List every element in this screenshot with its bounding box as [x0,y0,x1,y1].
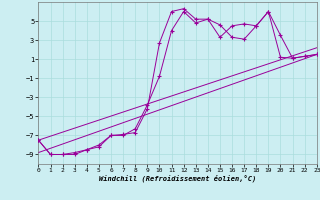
X-axis label: Windchill (Refroidissement éolien,°C): Windchill (Refroidissement éolien,°C) [99,175,256,182]
